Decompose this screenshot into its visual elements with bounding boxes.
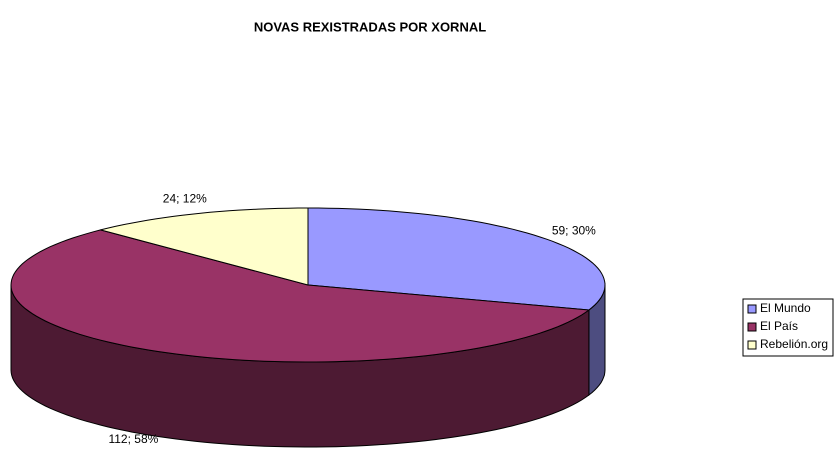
chart-title: NOVAS REXISTRADAS POR XORNAL — [254, 19, 486, 34]
legend-box — [742, 298, 834, 357]
legend-swatch — [747, 322, 757, 332]
legend-label: El País — [760, 319, 798, 333]
pie — [10, 207, 606, 448]
slice — [10, 229, 591, 363]
slice — [307, 207, 606, 311]
data-label: 112; 58% — [108, 432, 158, 446]
legend-label: Rebelión.org — [760, 337, 828, 351]
legend-label: El Mundo — [760, 301, 811, 315]
legend-swatch — [747, 340, 757, 350]
legend-swatch — [747, 304, 757, 314]
data-label: 24; 12% — [163, 192, 207, 206]
slice — [100, 207, 309, 286]
data-label: 59; 30% — [552, 223, 596, 237]
